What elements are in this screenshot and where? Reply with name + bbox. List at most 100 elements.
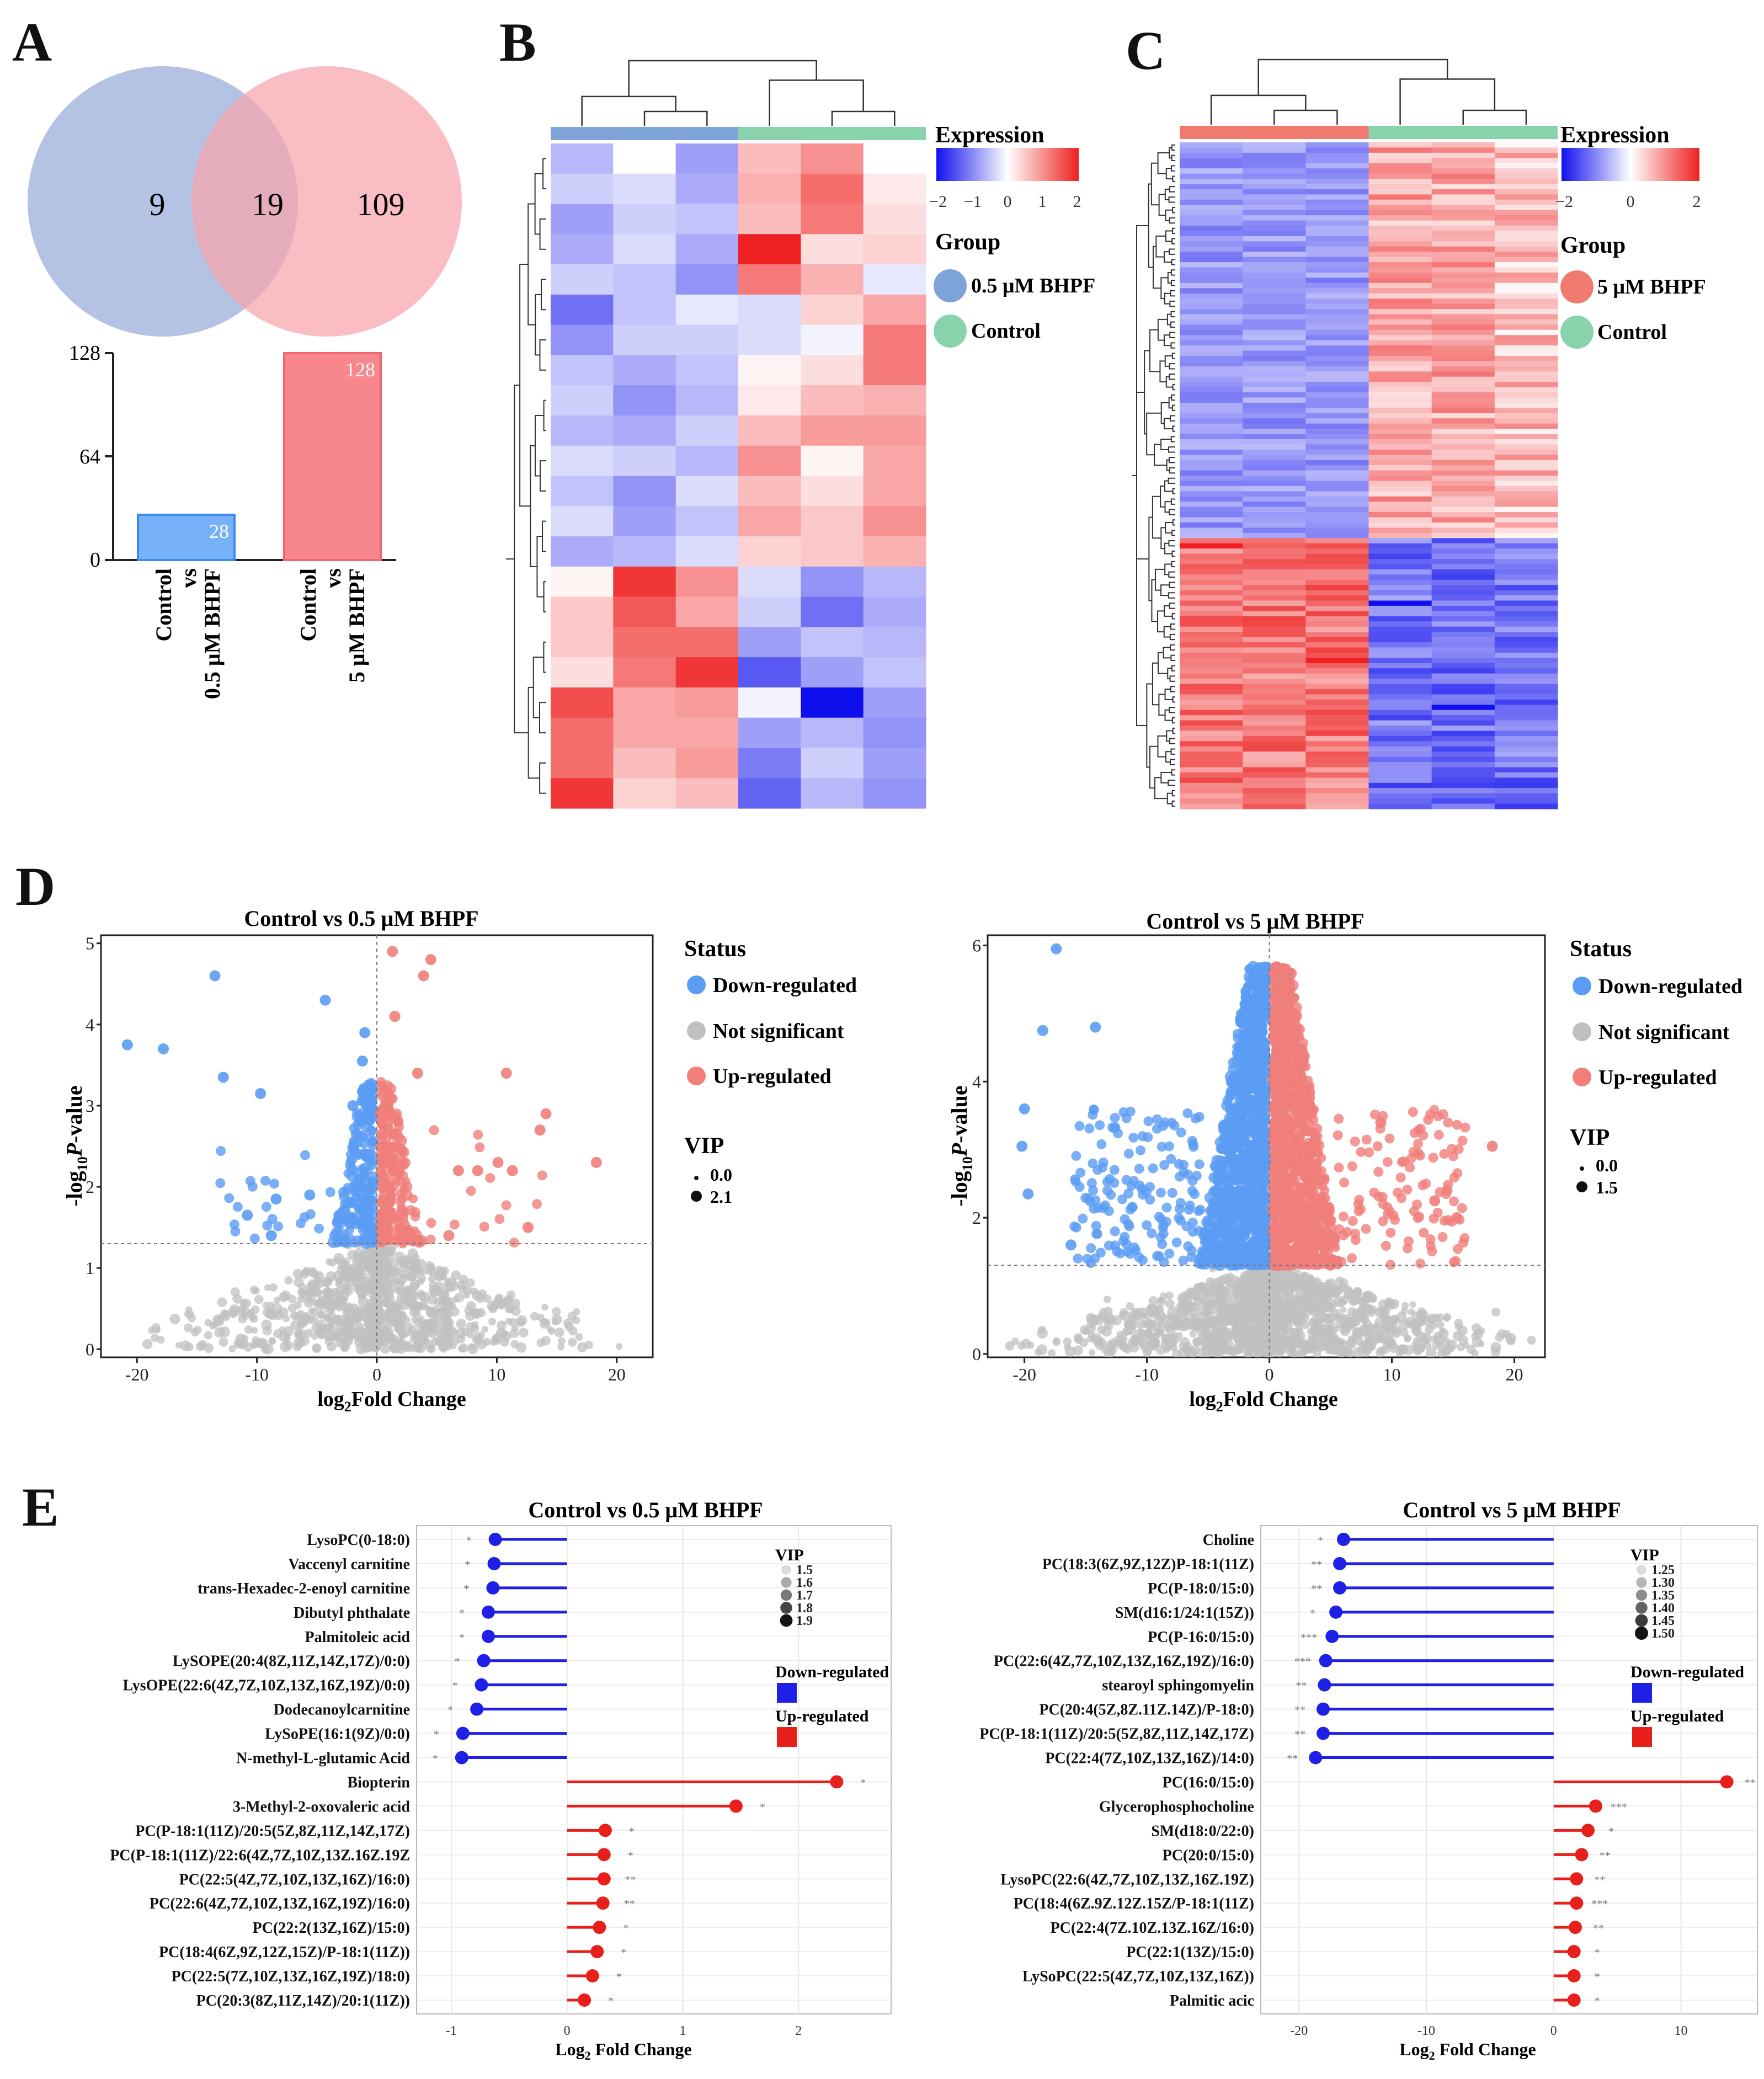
volcano-point (1401, 1302, 1409, 1310)
heatmap-cell (1243, 684, 1306, 690)
dendrogram-branch (1163, 334, 1171, 346)
heatmap-cell (1180, 507, 1243, 513)
heatmap-cell (863, 173, 926, 205)
volcano-point (347, 1250, 358, 1260)
heatmap-cell (1494, 777, 1558, 783)
heatmap-cell (1494, 184, 1558, 190)
heatmap-cell (1243, 199, 1306, 205)
heatmap-cell (738, 294, 801, 326)
heatmap-cell (1243, 532, 1306, 539)
volcano-point (347, 1142, 358, 1154)
heatmap-cell (1180, 788, 1243, 794)
volcano-point (1251, 1294, 1259, 1302)
heatmap-cell (1180, 241, 1243, 247)
heatmap-cell (1305, 767, 1369, 773)
volcano-point (1243, 1316, 1252, 1325)
volcano-point (417, 1331, 428, 1342)
volcano-point (224, 1193, 235, 1203)
heatmap-cell (1494, 387, 1558, 393)
dendrogram-branch (1154, 568, 1165, 591)
heatmap-cell (1368, 236, 1432, 242)
heatmap-cell (1305, 647, 1369, 653)
heatmap-cell (1431, 158, 1495, 164)
heatmap-cell (1243, 720, 1306, 726)
heatmap-cell (1180, 210, 1243, 216)
heatmap-cell (1243, 803, 1306, 809)
heatmap-cell (1180, 288, 1243, 294)
heatmap-cell (1305, 199, 1369, 205)
heatmap-cell (1180, 731, 1243, 737)
volcano-point (456, 1334, 466, 1344)
heatmap-cell (1368, 350, 1432, 356)
volcano-point (1201, 1320, 1209, 1328)
heatmap-cell (1180, 226, 1243, 232)
heatmap-cell (1494, 767, 1558, 773)
heatmap-cell (1431, 340, 1495, 346)
heatmap-cell (1305, 798, 1369, 804)
volcano-point (1446, 1339, 1457, 1351)
volcano-point (347, 1164, 358, 1175)
heatmap-cell (1368, 762, 1432, 768)
volcano-point (1165, 1299, 1175, 1309)
heatmap-cell (1431, 772, 1495, 778)
volcano-point (1452, 1331, 1463, 1341)
heatmap-cell (1368, 679, 1432, 685)
heatmap-cell (1243, 340, 1306, 346)
volcano-point (257, 1338, 269, 1349)
volcano-point (342, 1303, 353, 1314)
dendrogram-branch (1170, 321, 1175, 328)
heatmap-cell (1305, 532, 1369, 539)
volcano-point (1352, 1331, 1362, 1340)
heatmap-cell (1368, 278, 1432, 284)
heatmap-cell (1243, 522, 1306, 528)
heatmap-cell (1368, 502, 1432, 508)
heatmap-cell (1180, 564, 1243, 570)
volcano-point (530, 1312, 539, 1321)
heatmap-cell (1305, 726, 1369, 732)
heatmap-cell (1431, 689, 1495, 695)
volcano-point (220, 1309, 230, 1319)
heatmap-cell (1243, 673, 1306, 679)
heatmap-cell (863, 264, 926, 295)
volcano-point (1216, 1335, 1225, 1345)
volcano-point (1242, 1339, 1253, 1350)
heatmap-cell (1431, 309, 1495, 315)
heatmap-cell (1431, 553, 1495, 559)
heatmap-cell (675, 173, 739, 205)
heatmap-cell (551, 748, 614, 779)
volcano-point (1286, 1314, 1295, 1323)
heatmap-cell (1494, 684, 1558, 690)
dendrogram-branch (1172, 383, 1175, 391)
dendrogram-branch (1172, 696, 1175, 703)
bar-category-1-line1: Control (151, 568, 176, 642)
heatmap-cell (1243, 579, 1306, 585)
heatmap-cell (1180, 543, 1243, 549)
heatmap-cell (1431, 163, 1495, 169)
heatmap-cell (801, 566, 864, 598)
heatmap-cell (1243, 788, 1306, 794)
heatmap-cell (1368, 767, 1432, 773)
volcano-point (406, 1323, 414, 1331)
volcano-point (483, 1337, 491, 1346)
dendrogram-branch (1171, 790, 1175, 797)
heatmap-cell (1243, 569, 1306, 575)
heatmap-cell (1305, 226, 1369, 232)
volcano-point (1403, 1345, 1414, 1356)
heatmap-cell (1305, 335, 1369, 341)
volcano-point (1218, 1308, 1227, 1317)
heatmap-cell (1494, 590, 1558, 596)
x-tick-label: 10 (488, 1364, 505, 1384)
heatmap-cell (1431, 376, 1495, 382)
volcano-point (540, 1108, 552, 1120)
volcano-point (407, 1301, 418, 1311)
heatmap-cell (1494, 647, 1558, 653)
volcano-point (1225, 1279, 1235, 1288)
volcano-point (308, 1287, 315, 1294)
heatmap-cell (675, 294, 739, 326)
volcano-point (359, 1138, 369, 1149)
heatmap-cell (1431, 538, 1495, 544)
heatmap-cell (1368, 735, 1432, 742)
heatmap-cell (801, 234, 864, 265)
volcano-point (1247, 1324, 1257, 1334)
heatmap-cell (1368, 366, 1432, 372)
